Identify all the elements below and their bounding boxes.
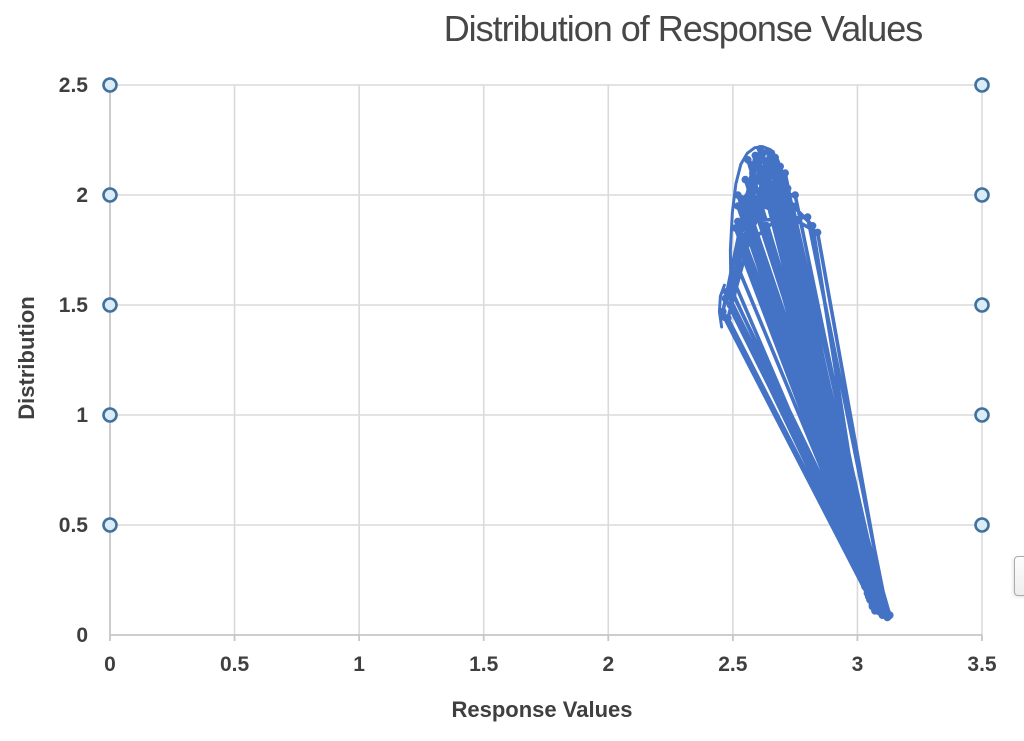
series-marker[interactable] [729,290,737,298]
series-marker[interactable] [861,582,869,591]
y-tick-label: 2.5 [59,74,89,97]
series-marker[interactable] [753,195,762,204]
series-marker[interactable] [771,164,780,173]
series-marker[interactable] [808,222,817,230]
y-tick-label: 1 [76,404,88,427]
series-marker[interactable] [734,217,742,226]
series-marker[interactable] [753,160,762,168]
edge-circle-marker[interactable] [102,297,118,313]
edge-circle-marker[interactable] [974,407,990,423]
edge-circle-marker[interactable] [974,517,990,533]
edge-circle-marker[interactable] [102,517,118,533]
y-tick-label: 1.5 [59,294,89,317]
x-tick-label: 1 [353,653,365,676]
series-marker[interactable] [748,186,757,195]
series-marker[interactable] [791,191,799,199]
series-marker[interactable] [741,175,750,184]
series-marker[interactable] [739,195,747,204]
series-marker[interactable] [783,184,792,193]
series-marker[interactable] [739,208,747,217]
edge-circle-marker[interactable] [102,407,118,423]
series-marker[interactable] [741,217,750,226]
edge-circle-marker[interactable] [974,297,990,313]
edge-circle-marker[interactable] [974,77,990,93]
series-marker[interactable] [731,257,740,265]
series-marker[interactable] [746,230,755,239]
series-marker[interactable] [758,164,767,173]
x-tick-label: 2.5 [718,653,748,676]
series-marker[interactable] [813,228,822,237]
series-marker[interactable] [726,301,735,309]
series-marker[interactable] [776,180,784,188]
series-marker[interactable] [781,169,789,177]
series-marker[interactable] [763,173,772,182]
y-tick-label: 0.5 [59,514,89,537]
series-marker[interactable] [768,158,777,166]
series-marker[interactable] [741,239,750,248]
chart-side-button[interactable] [1014,556,1024,596]
series-marker[interactable] [734,202,742,210]
series-marker[interactable] [736,230,745,239]
series-marker[interactable] [751,151,760,160]
y-tick-label: 2 [76,184,88,207]
x-tick-label: 0.5 [220,653,250,676]
series-marker[interactable] [848,554,857,562]
series-marker[interactable] [766,151,775,160]
series-marker[interactable] [768,186,777,195]
y-tick-label: 0 [76,624,88,647]
series-marker[interactable] [736,246,745,254]
x-axis-title: Response Values [451,697,633,722]
series-marker[interactable] [786,224,794,232]
series-marker[interactable] [731,224,740,232]
series-marker[interactable] [788,202,797,210]
series-marker[interactable] [871,607,879,615]
x-tick-label: 3 [852,653,864,676]
edge-circle-marker[interactable] [102,77,118,93]
series-marker[interactable] [882,610,890,618]
y-axis-title: Distribution [14,296,39,420]
edge-circle-marker[interactable] [974,187,990,203]
series-marker[interactable] [803,213,812,221]
series-marker[interactable] [721,294,730,303]
series-marker[interactable] [748,169,757,177]
x-tick-label: 2 [602,653,614,676]
series-marker[interactable] [773,208,782,217]
series-smooth-arc[interactable] [717,283,726,329]
x-tick-label: 0 [104,653,116,676]
chart-title: Distribution of Response Values [443,8,924,49]
x-tick-label: 1.5 [469,653,499,676]
x-tick-label: 3.5 [967,653,997,676]
series-marker[interactable] [744,156,752,164]
series-marker[interactable] [864,592,873,601]
series-marker[interactable] [758,149,767,157]
series-marker[interactable] [744,202,752,210]
series-marker[interactable] [734,191,742,199]
series-marker[interactable] [726,283,735,292]
series-marker[interactable] [729,274,737,283]
series-marker[interactable] [720,313,728,321]
edge-circle-marker[interactable] [102,187,118,203]
